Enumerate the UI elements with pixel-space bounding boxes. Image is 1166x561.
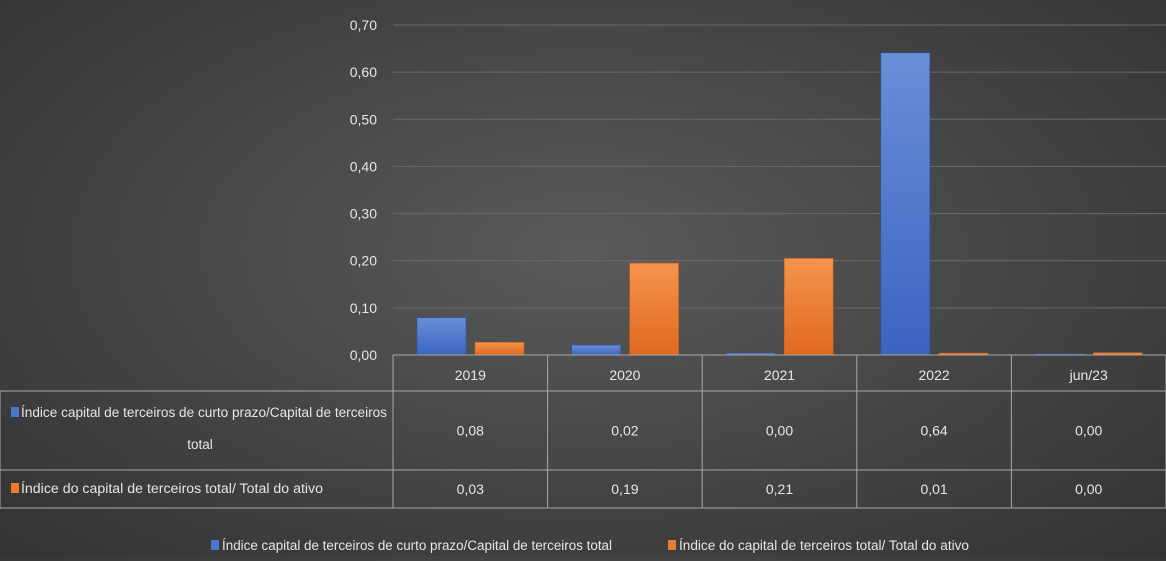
bar-total-ativo bbox=[783, 258, 834, 356]
legend-swatch bbox=[11, 407, 19, 417]
bar-total-ativo bbox=[629, 262, 679, 356]
bar-curto-prazo bbox=[880, 52, 931, 356]
row-label-line: total bbox=[187, 437, 213, 452]
legend-swatch bbox=[668, 540, 676, 550]
y-tick-label: 0,20 bbox=[350, 253, 377, 269]
data-label: 0,00 bbox=[1075, 481, 1102, 497]
row-label-line: Índice capital de terceiros de curto pra… bbox=[21, 405, 387, 420]
y-tick-label: 0,40 bbox=[350, 158, 377, 174]
row-label-line: Índice do capital de terceiros total/ To… bbox=[21, 481, 323, 496]
legend-label: Índice capital de terceiros de curto pra… bbox=[222, 538, 612, 553]
data-label: 0,19 bbox=[611, 481, 638, 497]
bar-total-ativo bbox=[474, 341, 525, 356]
x-tick-label: 2020 bbox=[609, 367, 640, 383]
data-label: 0,00 bbox=[1075, 423, 1102, 439]
data-label: 0,02 bbox=[611, 423, 638, 439]
data-label: 0,01 bbox=[920, 481, 947, 497]
y-tick-label: 0,60 bbox=[350, 64, 377, 80]
y-tick-label: 0,70 bbox=[350, 17, 377, 33]
y-tick-label: 0,50 bbox=[350, 111, 377, 127]
bar-curto-prazo bbox=[571, 344, 621, 356]
data-label: 0,08 bbox=[457, 423, 484, 439]
data-label: 0,64 bbox=[920, 423, 947, 439]
x-tick-label: 2022 bbox=[919, 367, 950, 383]
x-tick-label: 2019 bbox=[455, 367, 486, 383]
y-tick-label: 0,30 bbox=[350, 206, 377, 222]
bar-curto-prazo bbox=[416, 317, 467, 356]
legend-swatch bbox=[211, 540, 219, 550]
legend-swatch bbox=[11, 483, 19, 493]
y-tick-label: 0,10 bbox=[350, 300, 377, 316]
x-tick-label: jun/23 bbox=[1069, 367, 1108, 383]
data-label: 0,03 bbox=[457, 481, 484, 497]
y-tick-label: 0,00 bbox=[350, 347, 377, 363]
data-label: 0,00 bbox=[766, 423, 793, 439]
data-label: 0,21 bbox=[766, 481, 793, 497]
x-tick-label: 2021 bbox=[764, 367, 795, 383]
legend-label: Índice do capital de terceiros total/ To… bbox=[679, 538, 969, 553]
